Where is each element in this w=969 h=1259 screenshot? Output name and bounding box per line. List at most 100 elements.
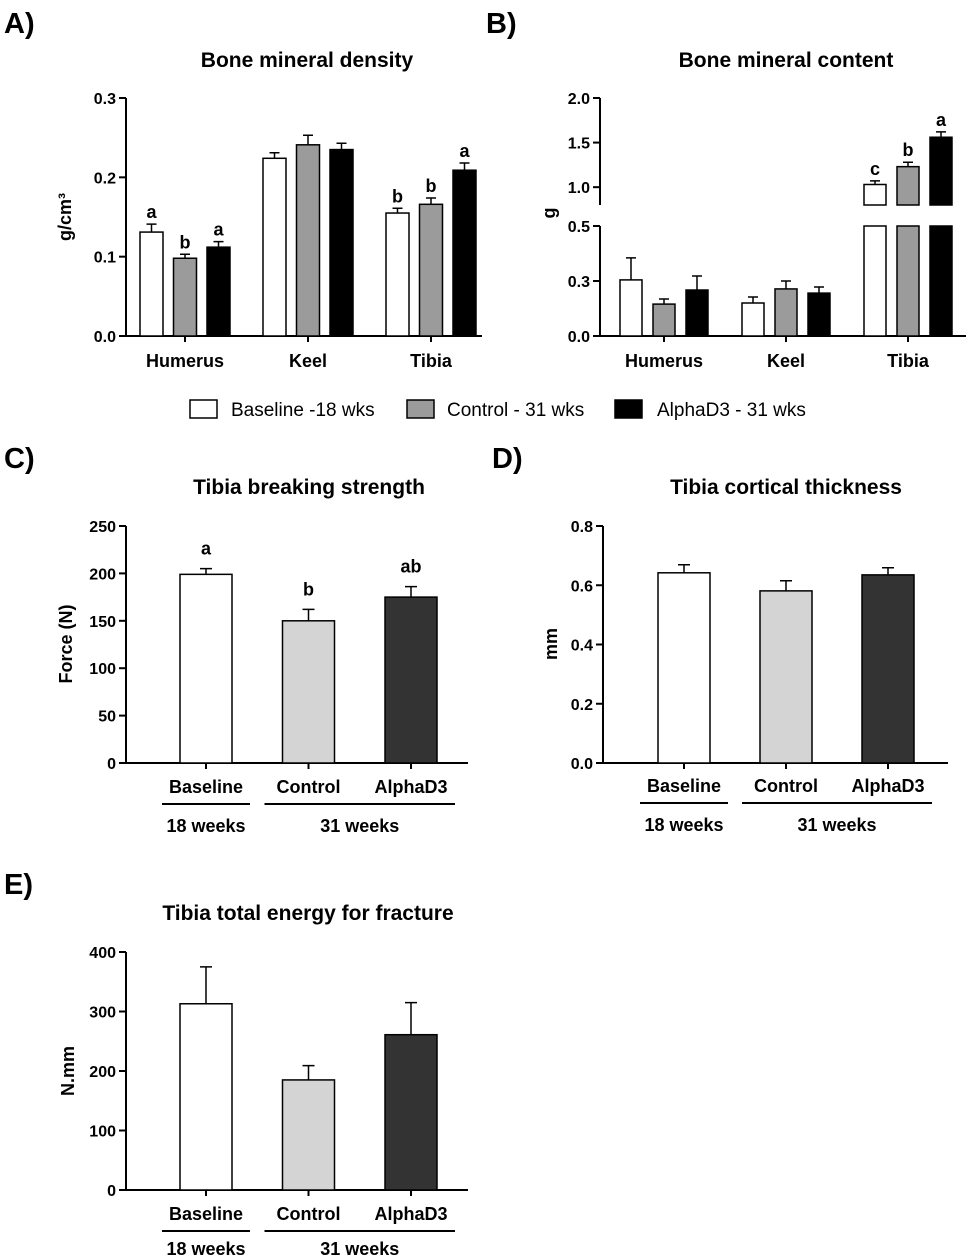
bar <box>929 225 953 337</box>
bar <box>172 257 198 337</box>
category-label: Humerus <box>625 351 703 371</box>
error-bar <box>180 253 190 259</box>
bar <box>741 302 765 337</box>
y-tick-label: 100 <box>89 1124 116 1141</box>
bar <box>418 203 444 337</box>
category-label: Keel <box>289 351 327 371</box>
panel-label: B) <box>486 8 517 40</box>
y-tick-label: 0.3 <box>94 91 116 108</box>
error-bar <box>626 257 636 280</box>
y-axis-label: g <box>539 208 559 219</box>
y-tick-label: 0 <box>107 1183 116 1200</box>
y-tick-label: 1.0 <box>568 180 590 197</box>
error-bar <box>302 608 315 621</box>
group-label: 18 weeks <box>166 816 245 836</box>
panel-label: E) <box>4 869 33 901</box>
significance-letter: a <box>213 220 224 240</box>
panel-b: B) Bone mineral content g 0.0 0.3 0.5 1.0 1.5 2.… <box>486 8 966 371</box>
error-bar <box>748 296 758 303</box>
panels: A) Bone mineral density g/cm³ 0.0 0.1 0.2 0.3 H… <box>4 8 966 1259</box>
group-label: 31 weeks <box>797 815 876 835</box>
panel-d: D) Tibia cortical thickness mm 0.0 0.2 0.4 0.6… <box>492 443 948 835</box>
bar <box>295 144 321 337</box>
bar <box>863 183 887 206</box>
bar <box>807 292 831 337</box>
error-bar <box>814 286 824 294</box>
chart-title: Bone mineral density <box>201 49 414 72</box>
error-bar <box>426 197 436 205</box>
significance-letter: b <box>903 140 914 160</box>
bar <box>452 169 477 337</box>
bar <box>861 574 915 764</box>
panel-a: A) Bone mineral density g/cm³ 0.0 0.1 0.2 0.3 H… <box>4 8 482 371</box>
y-tick-label: 0.6 <box>571 578 593 595</box>
y-tick-label: 250 <box>89 519 116 536</box>
significance-letter: a <box>146 202 157 222</box>
significance-letter: a <box>936 110 947 130</box>
legend-label: Control - 31 wks <box>447 400 584 421</box>
category-label: AlphaD3 <box>374 777 447 797</box>
panel-e: E) Tibia total energy for fracture N.mm 0 10… <box>4 869 468 1259</box>
y-tick-label: 300 <box>89 1005 116 1022</box>
chart-title: Tibia cortical thickness <box>670 476 902 499</box>
chart-title: Tibia total energy for fracture <box>162 902 453 925</box>
y-tick-label: 0.2 <box>571 697 593 714</box>
error-bar <box>780 580 792 591</box>
category-label: Keel <box>767 351 805 371</box>
group-label: 31 weeks <box>320 816 399 836</box>
error-bar <box>678 564 690 573</box>
y-axis-label: mm <box>541 628 561 660</box>
bar <box>179 573 233 764</box>
y-tick-label: 0.4 <box>571 638 593 655</box>
error-bar <box>459 162 470 171</box>
y-tick-label: 0.8 <box>571 519 593 536</box>
bar <box>281 620 336 764</box>
bar <box>619 279 643 337</box>
significance-letter: b <box>426 176 437 196</box>
category-label: Control <box>277 777 341 797</box>
legend-item-baseline: Baseline -18 wks <box>189 399 375 421</box>
error-bar <box>146 223 157 233</box>
y-tick-label: 100 <box>89 661 116 678</box>
bar <box>384 596 438 764</box>
panel-label: A) <box>4 8 35 40</box>
error-bar <box>200 966 212 1004</box>
y-tick-label: 200 <box>89 1064 116 1081</box>
error-bar <box>692 275 702 291</box>
y-tick-label: 0.0 <box>568 329 590 346</box>
legend: Baseline -18 wks Control - 31 wks AlphaD… <box>189 399 806 421</box>
category-label: Humerus <box>146 351 224 371</box>
y-tick-label: 2.0 <box>568 91 590 108</box>
error-bar <box>903 161 913 167</box>
bar <box>179 1003 233 1191</box>
significance-letter: b <box>303 579 314 599</box>
panel-c: C) Tibia breaking strength Force (N) 0 50 100… <box>4 443 468 836</box>
y-tick-label: 200 <box>89 566 116 583</box>
chart-title: Bone mineral content <box>679 49 894 72</box>
legend-swatch <box>614 399 643 419</box>
y-tick-label: 0.0 <box>571 756 593 773</box>
error-bar <box>405 1001 417 1035</box>
bar <box>385 212 410 337</box>
legend-item-control: Control - 31 wks <box>406 399 584 421</box>
bar <box>206 246 231 337</box>
significance-letter: b <box>392 186 403 206</box>
bar <box>139 231 164 337</box>
error-bar <box>936 131 946 138</box>
y-tick-label: 0.3 <box>568 274 590 291</box>
category-label: Baseline <box>169 777 243 797</box>
y-tick-label: 400 <box>89 945 116 962</box>
category-label: Control <box>277 1204 341 1224</box>
panel-label: C) <box>4 443 35 475</box>
error-bar <box>303 134 313 145</box>
error-bar <box>882 567 894 575</box>
bar <box>652 303 676 337</box>
legend-swatch <box>406 399 435 419</box>
category-label: Tibia <box>887 351 930 371</box>
bar <box>657 572 711 764</box>
y-tick-label: 150 <box>89 614 116 631</box>
y-tick-label: 0 <box>107 756 116 773</box>
y-tick-label: 0.0 <box>94 329 116 346</box>
